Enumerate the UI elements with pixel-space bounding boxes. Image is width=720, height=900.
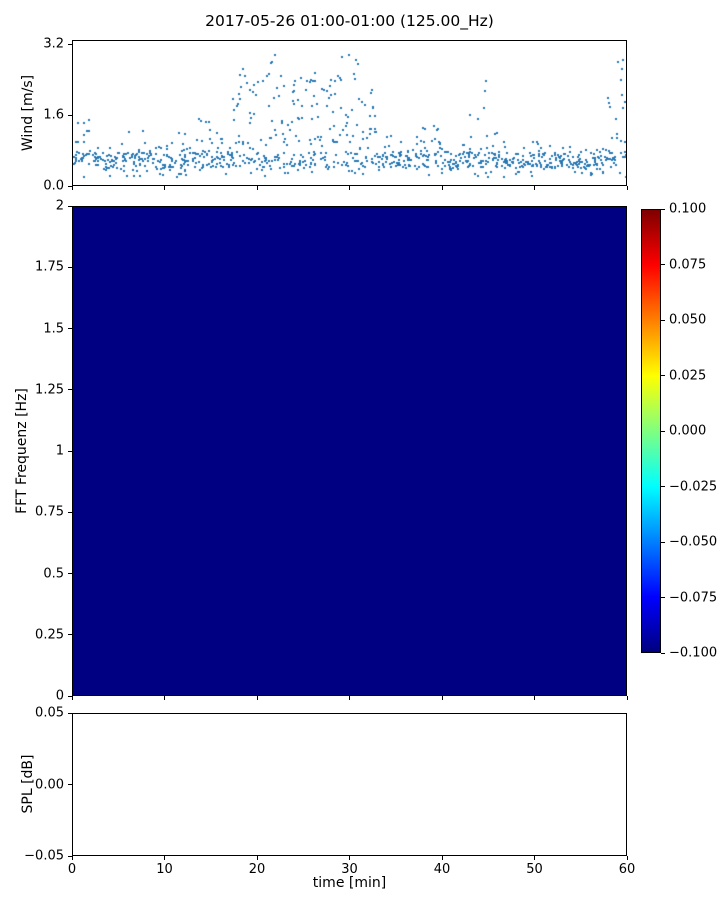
fft-ytick-label: 0.25 [35, 627, 64, 643]
colorbar-tick-label: −0.100 [669, 645, 718, 661]
fft-ytick-mark [68, 511, 72, 513]
fft-ytick-label: 1.75 [35, 259, 64, 275]
xtick-mark [626, 696, 628, 700]
fft-ytick-label: 1 [55, 443, 64, 459]
xtick-mark [164, 186, 165, 190]
fft-ytick-label: 0.5 [43, 566, 64, 581]
colorbar-tick-mark [661, 319, 665, 321]
xtick-mark [256, 856, 258, 860]
colorbar-tick-mark [661, 486, 665, 487]
xtick-mark [256, 696, 258, 700]
xtick-mark [349, 856, 350, 860]
xtick-mark [441, 696, 443, 700]
wind-scatter-canvas [73, 41, 626, 185]
time-xtick-label: 20 [248, 862, 266, 877]
wind-ytick-mark [68, 43, 72, 45]
fft-heatmap-axes [72, 206, 627, 696]
xtick-mark [534, 696, 535, 700]
wind-ytick-mark [68, 185, 72, 187]
xtick-mark [71, 856, 73, 860]
colorbar-tick-label: 0.000 [669, 423, 707, 439]
wind-scatter-axes [72, 40, 627, 186]
wind-ytick-label: 0.0 [43, 178, 64, 194]
spl-ytick-mark [68, 855, 72, 857]
wind-ytick-label: 1.6 [43, 107, 64, 123]
colorbar-tick-mark [661, 652, 665, 654]
fft-ytick-label: 1.5 [43, 321, 64, 336]
colorbar-tick-label: 0.050 [669, 312, 707, 328]
fft-ytick-label: 1.25 [35, 382, 64, 398]
xtick-mark [164, 856, 165, 860]
spl-ytick-label: −0.05 [24, 848, 64, 864]
colorbar-tick-label: −0.025 [669, 479, 718, 494]
xtick-mark [349, 186, 350, 190]
colorbar-tick-mark [661, 264, 665, 265]
spl-ytick-mark [68, 712, 72, 714]
fft-ytick-mark [68, 328, 72, 329]
colorbar-tick-mark [661, 541, 665, 543]
xtick-mark [71, 696, 73, 700]
colorbar-tick-label: −0.050 [669, 534, 718, 550]
xtick-mark [71, 186, 73, 190]
fft-ytick-label: 2 [55, 198, 64, 214]
xtick-mark [256, 186, 258, 190]
fft-ytick-mark [68, 205, 72, 207]
spl-axes [72, 713, 627, 856]
fft-ytick-mark [68, 634, 72, 636]
spl-ytick-mark [68, 784, 72, 785]
colorbar [641, 209, 661, 653]
time-xtick-label: 40 [433, 862, 451, 877]
xtick-mark [534, 186, 535, 190]
spl-ytick-label: 0.00 [35, 777, 64, 792]
time-xtick-label: 30 [341, 862, 358, 877]
fft-ytick-label: 0 [55, 688, 64, 704]
xtick-mark [164, 696, 165, 700]
xtick-mark [441, 856, 443, 860]
fft-ytick-mark [68, 450, 72, 452]
colorbar-tick-mark [661, 375, 665, 376]
xtick-mark [534, 856, 535, 860]
time-xtick-label: 10 [156, 862, 173, 877]
xtick-mark [349, 696, 350, 700]
xtick-mark [441, 186, 443, 190]
time-xlabel: time [min] [312, 875, 387, 891]
colorbar-tick-mark [661, 597, 665, 598]
xtick-mark [626, 186, 628, 190]
colorbar-tick-label: −0.075 [669, 590, 718, 605]
spl-ytick-label: 0.05 [35, 705, 64, 721]
xtick-mark [626, 856, 628, 860]
wind-ytick-label: 3.2 [43, 36, 64, 52]
fft-ytick-mark [68, 573, 72, 574]
time-xtick-label: 60 [618, 862, 636, 877]
fft-ytick-label: 0.75 [35, 504, 64, 520]
figure-title: 2017-05-26 01:00-01:00 (125.00_Hz) [205, 12, 494, 30]
fft-ytick-mark [68, 266, 72, 268]
colorbar-tick-label: 0.100 [669, 201, 707, 217]
fft-ytick-mark [68, 695, 72, 697]
colorbar-tick-mark [661, 430, 665, 432]
colorbar-tick-label: 0.025 [669, 368, 707, 383]
time-xtick-label: 50 [526, 862, 543, 877]
wind-ytick-mark [68, 114, 72, 116]
time-xtick-label: 0 [67, 862, 77, 877]
colorbar-tick-label: 0.075 [669, 257, 707, 272]
colorbar-tick-mark [661, 208, 665, 210]
fft-ytick-mark [68, 389, 72, 391]
